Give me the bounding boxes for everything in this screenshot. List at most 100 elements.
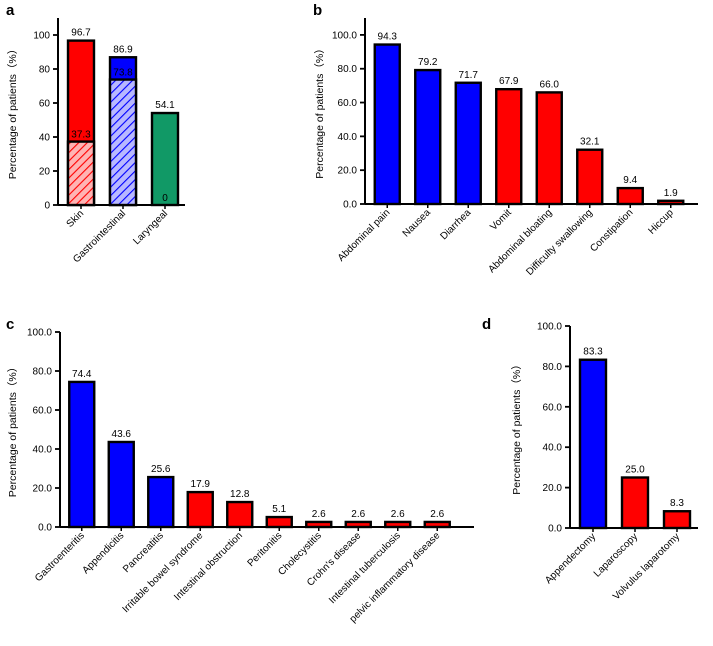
- bar: [495, 87, 523, 206]
- bar: [576, 148, 604, 206]
- bar-subset-value-label: 73.8: [113, 68, 133, 79]
- y-tick-label: 40.0: [33, 445, 53, 456]
- y-axis-title: Percentage of patients（%）: [314, 43, 326, 178]
- y-tick-label: 60: [39, 99, 51, 110]
- panel-a-label: a: [6, 2, 15, 19]
- bar-value-label: 1.9: [664, 188, 678, 199]
- category-label: Intestinal tuberculosis: [327, 530, 403, 606]
- bar-value-label: 83.3: [583, 347, 603, 358]
- y-tick-label: 100.0: [332, 30, 357, 41]
- bar-value-label: 2.6: [430, 509, 444, 520]
- bar-value-label: 12.8: [230, 489, 250, 500]
- panel-d-chart: 0.0 20.0 40.0 60.0 80.0 100.0 Percentage of pa…: [511, 322, 698, 602]
- bar-value-label: 8.3: [670, 498, 684, 509]
- bar: [657, 199, 685, 206]
- category-label: Gastroenteritis: [33, 530, 87, 584]
- bar-value-label: 74.4: [72, 369, 92, 380]
- y-axis-title: Percentage of patients（%）: [7, 44, 19, 179]
- category-label: Intestinal obstruction: [172, 530, 245, 603]
- y-tick-label: 40.0: [543, 443, 563, 454]
- panel-c-label: c: [6, 316, 14, 333]
- bar: [265, 515, 293, 529]
- bar: [150, 111, 180, 207]
- y-tick-label: 0.0: [38, 523, 52, 534]
- bar-value-label: 25.6: [151, 464, 171, 475]
- bar: [620, 476, 650, 530]
- bar: [344, 520, 372, 529]
- bar-value-label: 2.6: [391, 509, 405, 520]
- category-label: Irritable bowel syndrome: [121, 530, 206, 615]
- bar: [186, 490, 214, 529]
- bar: [535, 91, 563, 206]
- bar: [578, 358, 608, 530]
- bar: [414, 68, 442, 206]
- bar: [662, 510, 692, 530]
- y-axis-title: Percentage of patients（%）: [511, 359, 523, 494]
- category-label: Peritonitis: [246, 530, 285, 569]
- bar-value-label: 25.0: [625, 465, 645, 476]
- y-tick-label: 0: [44, 201, 50, 212]
- bar-value-label: 96.7: [71, 28, 91, 39]
- bar: [68, 380, 96, 529]
- bar: [226, 500, 254, 529]
- y-tick-label: 60.0: [543, 402, 563, 413]
- y-tick-label: 20: [39, 167, 51, 178]
- bar-value-label: 67.9: [499, 76, 519, 87]
- category-label: Constipation: [588, 207, 635, 254]
- y-tick-label: 20.0: [543, 483, 563, 494]
- bar: [616, 186, 644, 206]
- bar-value-label: 79.2: [418, 57, 438, 68]
- category-label: Skin: [65, 208, 87, 230]
- y-tick-label: 0.0: [343, 200, 357, 211]
- bar-subset-value-label: 0: [162, 193, 168, 204]
- bar: [384, 520, 412, 529]
- y-tick-label: 60.0: [338, 98, 358, 109]
- y-tick-label: 60.0: [33, 406, 53, 417]
- bar-value-label: 54.1: [155, 100, 175, 111]
- category-label: Nausea: [401, 207, 433, 239]
- y-axis-title: Percentage of patients（%）: [7, 362, 19, 497]
- y-tick-label: 80.0: [33, 367, 53, 378]
- bar-value-label: 94.3: [378, 32, 398, 43]
- category-label: Appendectomy: [543, 531, 598, 586]
- y-tick-label: 100: [33, 31, 50, 42]
- y-tick-label: 40.0: [338, 132, 358, 143]
- y-tick-label: 100.0: [27, 328, 52, 339]
- y-tick-label: 100.0: [537, 322, 562, 333]
- y-tick-label: 40: [39, 133, 51, 144]
- panel-c-chart: 0.0 20.0 40.0 60.0 80.0 100.0 Percentage of pa…: [7, 328, 474, 625]
- bar-value-label: 66.0: [540, 79, 560, 90]
- bar: [373, 43, 401, 206]
- y-tick-label: 80.0: [543, 362, 563, 373]
- bar-value-label: 17.9: [191, 479, 211, 490]
- bar-subset: [66, 140, 96, 207]
- y-tick-label: 20.0: [33, 484, 53, 495]
- category-label: Vomit: [488, 207, 514, 233]
- bar-value-label: 9.4: [623, 175, 637, 186]
- panel-a-chart: 0 20 40 60 80 100 Percentage of patients（%） 37.…: [7, 18, 185, 265]
- bar: [454, 81, 482, 206]
- panel-b-chart: 0.0 20.0 40.0 60.0 80.0 100.0 Percentage of pa…: [314, 18, 698, 278]
- bar-value-label: 2.6: [312, 509, 326, 520]
- y-tick-label: 0.0: [548, 524, 562, 535]
- bar-value-label: 86.9: [113, 44, 133, 55]
- category-label: Abdominal pain: [336, 207, 393, 264]
- bar: [423, 520, 451, 529]
- category-label: Hiccup: [646, 207, 676, 237]
- category-label: Laryngeal: [131, 208, 170, 247]
- bar-value-label: 2.6: [351, 509, 365, 520]
- y-tick-label: 20.0: [338, 166, 358, 177]
- bar: [147, 475, 175, 529]
- panel-d-label: d: [482, 316, 491, 333]
- bar: [305, 520, 333, 529]
- bar-value-label: 71.7: [459, 70, 479, 81]
- bar-value-label: 43.6: [112, 429, 132, 440]
- category-label: Appendicitis: [80, 530, 126, 576]
- y-tick-label: 80: [39, 65, 51, 76]
- bar-subset-value-label: 37.3: [71, 130, 91, 141]
- panel-b-label: b: [313, 2, 322, 19]
- category-label: Diarrhea: [438, 207, 473, 242]
- bar-subset: [108, 78, 138, 207]
- bar-value-label: 5.1: [272, 504, 286, 515]
